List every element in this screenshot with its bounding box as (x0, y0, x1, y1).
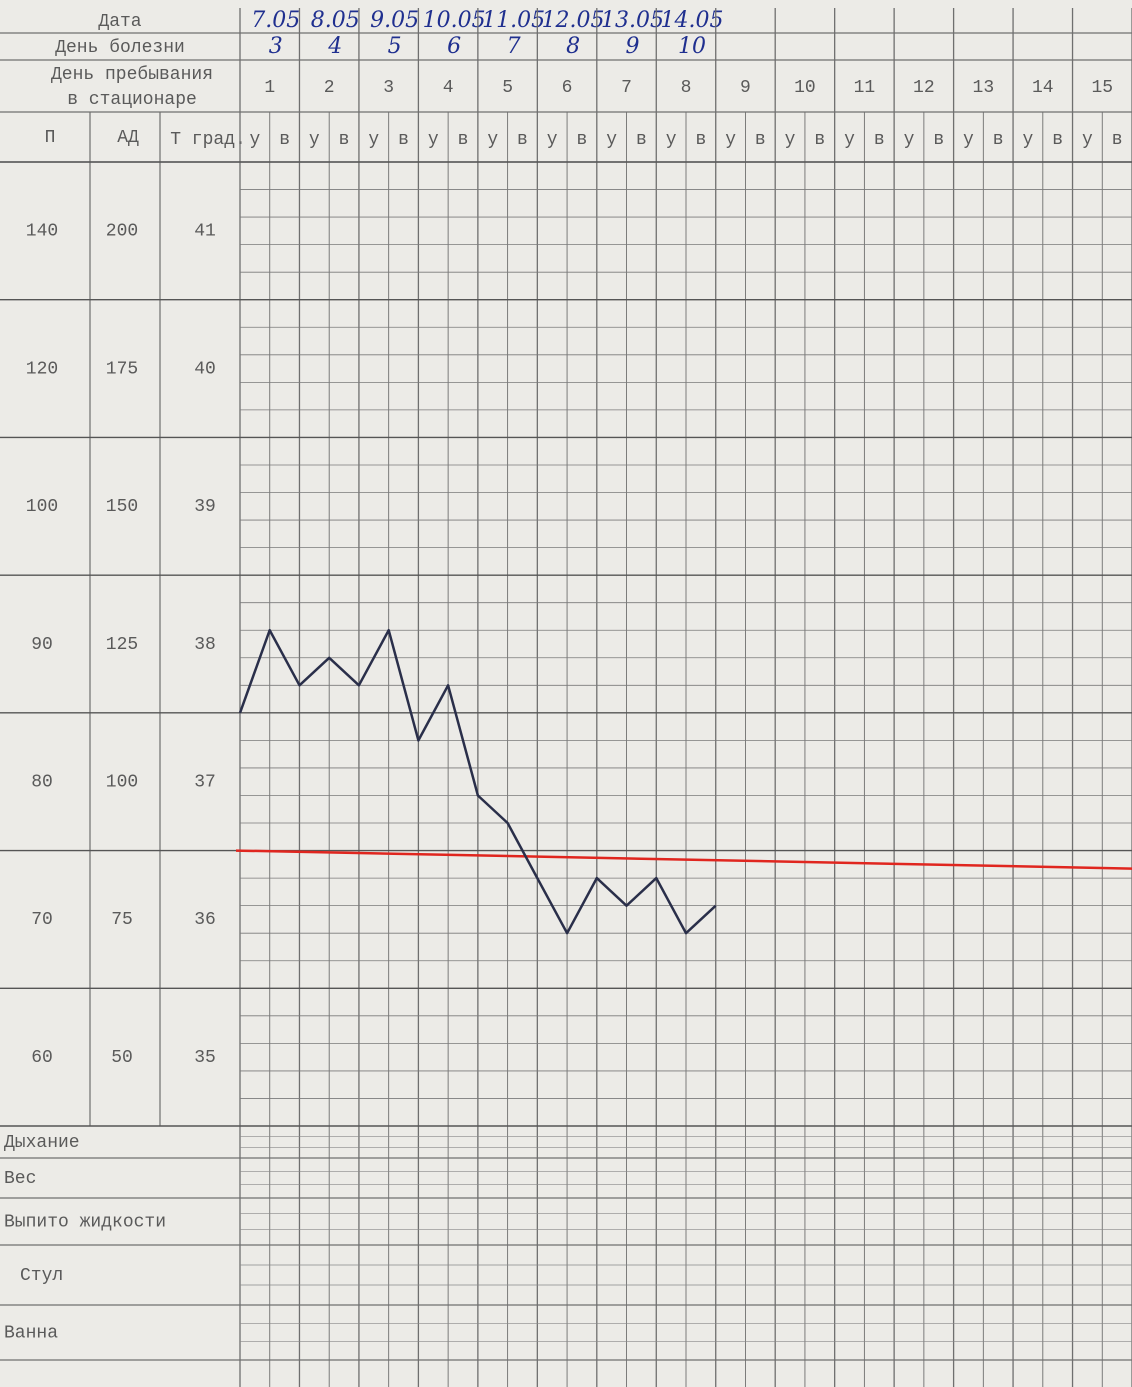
x-tick-label: в (517, 130, 528, 150)
x-tick-label: у (249, 130, 260, 150)
x-tick-label: у (487, 130, 498, 150)
column-header: Т град. (170, 130, 246, 150)
stay-day: 2 (324, 78, 335, 98)
date: 13.05 (601, 8, 664, 33)
x-tick-label: у (963, 130, 974, 150)
x-tick-label: у (1082, 130, 1093, 150)
y-tick-label: 41 (194, 222, 216, 242)
row-label: Ванна (4, 1323, 58, 1343)
pulse-label: 120 (26, 359, 58, 379)
pulse-label: 70 (31, 910, 53, 930)
y-tick-label: 36 (194, 910, 216, 930)
x-tick-label: у (785, 130, 796, 150)
bp-label: 125 (106, 635, 138, 655)
stay-day: 9 (740, 78, 751, 98)
illness-day: 10 (678, 34, 706, 59)
stay-day: 8 (681, 78, 692, 98)
pulse-label: 100 (26, 497, 58, 517)
x-tick-label: в (874, 130, 885, 150)
illness-day: 8 (566, 34, 580, 59)
reference-line (235, 849, 1132, 870)
row-label: Стул (20, 1266, 63, 1286)
x-tick-label: в (577, 130, 588, 150)
stay-day: 6 (562, 78, 573, 98)
x-tick-label: в (755, 130, 766, 150)
x-tick-label: у (1023, 130, 1034, 150)
bp-label: 100 (106, 772, 138, 792)
y-tick-label: 39 (194, 497, 216, 517)
row-label: Вес (4, 1169, 36, 1189)
pulse-label: 90 (31, 635, 53, 655)
stay-day: 5 (502, 78, 513, 98)
x-tick-label: у (547, 130, 558, 150)
x-tick-label: в (814, 130, 825, 150)
pulse-label: 80 (31, 772, 53, 792)
date: 14.05 (661, 8, 724, 33)
x-tick-label: у (666, 130, 677, 150)
x-tick-label: в (695, 130, 706, 150)
bp-label: 200 (106, 222, 138, 242)
row-label: Выпито жидкости (4, 1212, 166, 1232)
stay-day: 11 (854, 78, 876, 98)
x-tick-label: у (844, 130, 855, 150)
x-tick-label: в (1052, 130, 1063, 150)
stay-day: 10 (794, 78, 816, 98)
x-tick-label: в (398, 130, 409, 150)
row-label: в стационаре (67, 90, 197, 110)
bp-label: 175 (106, 359, 138, 379)
date: 9.05 (370, 8, 419, 33)
illness-day: 4 (327, 34, 342, 59)
stay-day: 14 (1032, 78, 1054, 98)
x-tick-label: в (339, 130, 350, 150)
x-tick-label: в (1112, 130, 1123, 150)
date: 11.05 (482, 8, 545, 33)
x-tick-label: в (933, 130, 944, 150)
stay-day: 13 (973, 78, 995, 98)
bp-label: 75 (111, 910, 133, 930)
y-tick-label: 35 (194, 1048, 216, 1068)
pulse-label: 60 (31, 1048, 53, 1068)
x-tick-label: в (636, 130, 647, 150)
stay-day: 3 (383, 78, 394, 98)
bp-label: 150 (106, 497, 138, 517)
x-tick-label: у (309, 130, 320, 150)
x-tick-label: в (993, 130, 1004, 150)
date: 10.05 (423, 8, 486, 33)
x-tick-label: у (904, 130, 915, 150)
stay-day: 4 (443, 78, 454, 98)
illness-day: 7 (507, 34, 521, 59)
stay-day: 12 (913, 78, 935, 98)
stay-day: 15 (1091, 78, 1113, 98)
column-header: АД (117, 128, 139, 148)
date: 7.05 (251, 8, 300, 33)
row-label: Дата (98, 12, 141, 32)
x-tick-label: у (725, 130, 736, 150)
date: 12.05 (542, 8, 605, 33)
date: 8.05 (311, 8, 360, 33)
illness-day: 6 (447, 34, 461, 59)
row-label: День пребывания (51, 64, 213, 85)
stay-day: 7 (621, 78, 632, 98)
row-label: Дыхание (4, 1133, 80, 1153)
row-label: День болезни (55, 37, 185, 58)
x-tick-label: у (368, 130, 379, 150)
column-header: П (45, 128, 56, 148)
y-tick-label: 38 (194, 635, 216, 655)
temperature-line (238, 628, 717, 935)
illness-day: 3 (269, 34, 283, 59)
x-tick-label: у (428, 130, 439, 150)
x-tick-label: в (279, 130, 290, 150)
y-tick-label: 37 (194, 772, 216, 792)
illness-day: 5 (388, 34, 402, 59)
stay-day: 1 (264, 78, 275, 98)
x-tick-label: у (606, 130, 617, 150)
bp-label: 50 (111, 1048, 133, 1068)
illness-day: 9 (626, 34, 640, 59)
x-tick-label: в (458, 130, 469, 150)
pulse-label: 140 (26, 222, 58, 242)
y-tick-label: 40 (194, 359, 216, 379)
